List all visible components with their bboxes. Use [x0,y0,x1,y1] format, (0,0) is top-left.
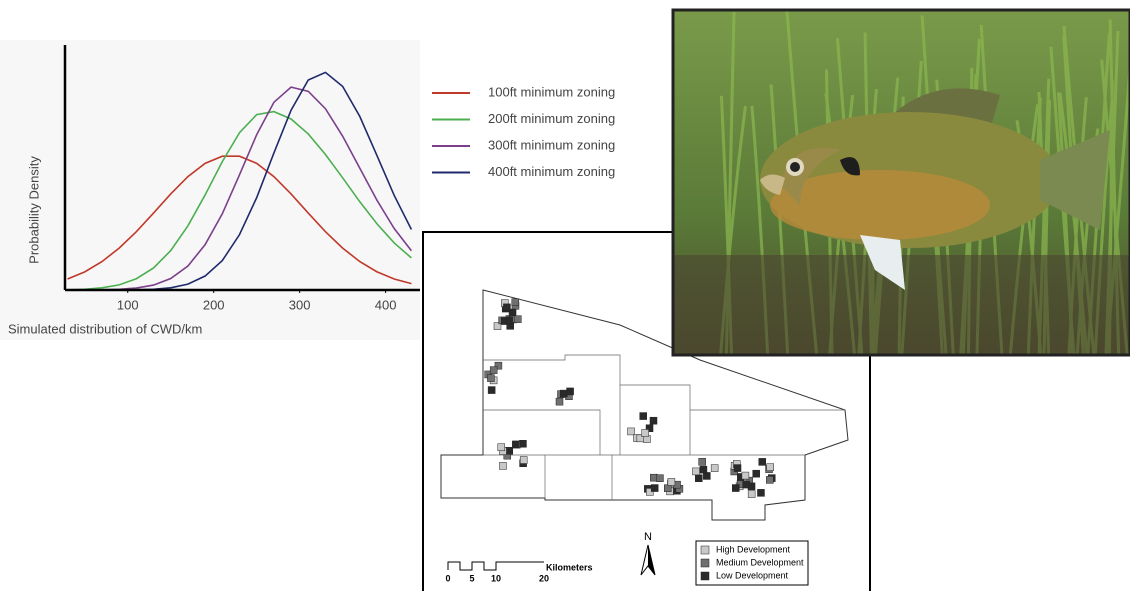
chart-background [0,40,420,340]
site [487,386,496,394]
site [766,476,774,484]
map-outline [440,289,849,521]
site [766,463,775,471]
site [733,464,742,472]
legend-label: Medium Development [716,557,804,567]
site [512,440,520,449]
north-arrow-fill [648,545,655,575]
x-tick-label: 200 [203,297,225,312]
site [667,478,676,486]
legend-label: 100ft minimum zoning [488,84,615,99]
north-label: N [644,531,652,543]
site [664,484,672,492]
site [508,308,517,317]
site [732,484,740,492]
site [650,484,659,492]
site [703,472,711,480]
scale-label: 5 [469,573,474,583]
map-boundaries [483,354,845,500]
site [757,489,765,497]
site [698,458,706,466]
legend-label: Low Development [716,570,789,580]
site [695,474,703,482]
legend-label: High Development [716,544,791,554]
site [645,424,654,432]
fish-photo [671,8,1130,357]
site [656,474,664,482]
site [741,471,750,480]
site [566,387,574,396]
x-tick-label: 300 [289,297,311,312]
site [499,462,507,470]
site [497,443,506,451]
scale-label: 20 [539,573,549,583]
site [639,412,647,420]
chart: 100ft minimum zoning 200ft minimum zoning… [8,45,615,336]
legend-label: 300ft minimum zoning [488,137,615,152]
scale-bar [447,561,544,571]
site [506,316,514,325]
scale-unit: Kilometers [546,562,593,572]
site [692,467,700,476]
x-axis-label: Simulated distribution of CWD/km [8,321,202,336]
legend-label: 200ft minimum zoning [488,111,615,126]
site [505,447,514,455]
site [493,322,502,330]
x-tick-label: 100 [117,297,139,312]
site [710,464,719,472]
site [514,315,522,323]
site [503,303,511,312]
x-tick-label: 400 [375,297,397,312]
development-sites [484,298,776,498]
site [519,456,528,464]
site [758,458,767,466]
legend-label: 400ft minimum zoning [488,164,615,179]
site [752,469,760,478]
legend-swatch [700,558,710,568]
site [627,427,635,436]
scale-label: 0 [445,573,450,583]
site [511,298,520,306]
legend-swatch [700,545,710,555]
site [487,374,495,382]
site [494,361,503,370]
site [641,429,649,437]
site [559,389,568,398]
site [747,490,756,498]
legend-swatch [700,571,710,581]
curve [67,155,412,285]
site [649,416,658,425]
y-axis-label: Probability Density [26,156,41,264]
site [555,397,564,406]
site [742,480,750,489]
site [699,465,708,474]
curve [67,110,412,291]
scale-label: 10 [491,573,501,583]
site [646,488,654,496]
site [489,366,498,374]
map-legend-box [695,540,809,586]
